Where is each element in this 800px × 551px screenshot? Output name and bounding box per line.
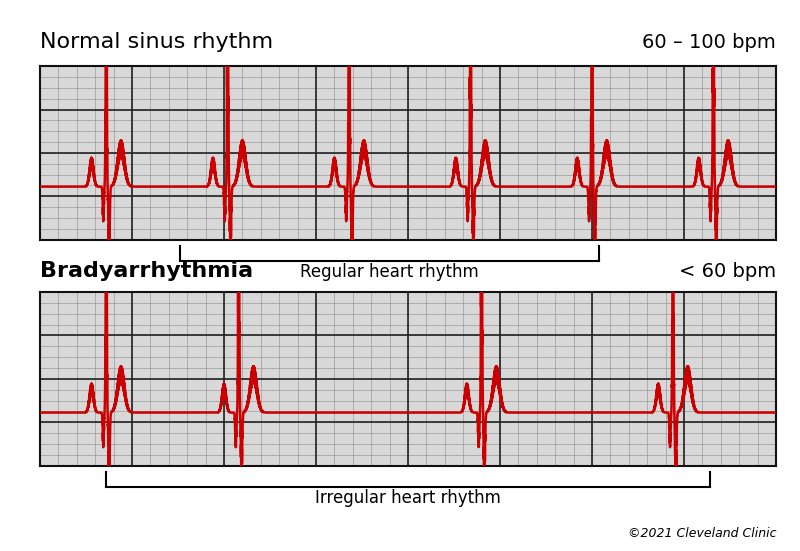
Text: Bradyarrhythmia: Bradyarrhythmia xyxy=(40,261,253,281)
Text: ©2021 Cleveland Clinic: ©2021 Cleveland Clinic xyxy=(627,527,776,540)
Text: Irregular heart rhythm: Irregular heart rhythm xyxy=(315,489,501,507)
Text: Normal sinus rhythm: Normal sinus rhythm xyxy=(40,33,273,52)
Text: < 60 bpm: < 60 bpm xyxy=(679,262,776,281)
Text: 60 – 100 bpm: 60 – 100 bpm xyxy=(642,34,776,52)
Text: Regular heart rhythm: Regular heart rhythm xyxy=(300,263,479,281)
